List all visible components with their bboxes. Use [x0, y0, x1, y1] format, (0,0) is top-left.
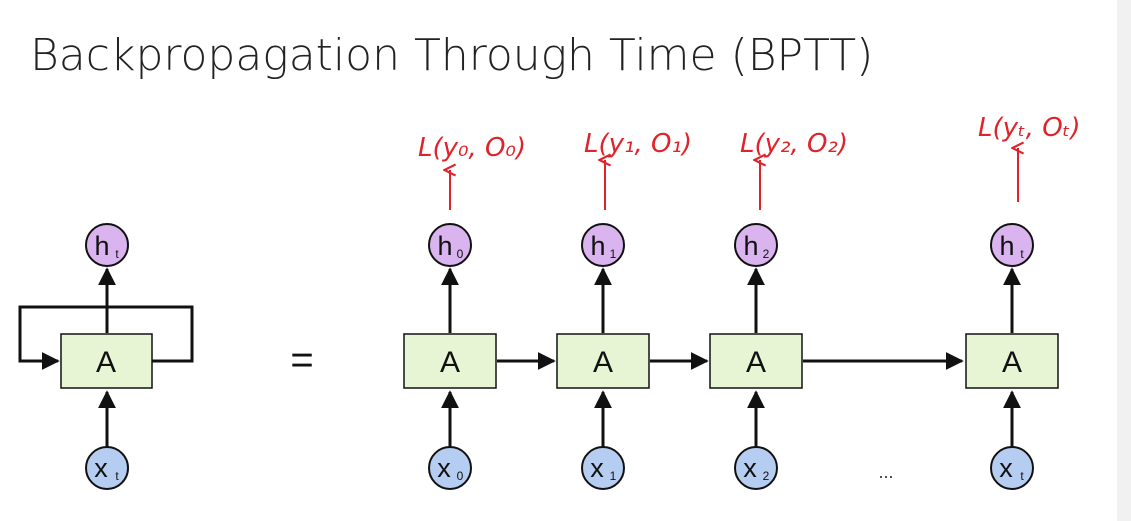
input-label-t: x [999, 453, 1013, 483]
cell-box-t [965, 333, 1059, 389]
equals-sign: = [290, 338, 313, 382]
step-0: A h 0 x 0 L(y₀, O₀) [403, 133, 526, 490]
step-1: A h 1 x 1 L(y₁, O₁) [556, 129, 692, 490]
hidden-label-1: h [590, 231, 605, 261]
scroll-strip [1117, 0, 1131, 521]
input-label-1: x [590, 453, 604, 483]
slide-title: Backpropagation Through Time (BPTT) [30, 30, 874, 81]
input-node-t [990, 446, 1034, 490]
hidden-sub-t: t [1020, 247, 1024, 261]
step-t: A h t x t L(yₜ, Oₜ) [965, 113, 1081, 490]
input-node-0 [428, 446, 472, 490]
cell-box-2 [709, 333, 803, 389]
loss-label-2: L(y₂, O₂) [740, 129, 848, 159]
unrolled-rnn: A h 0 x 0 L(y₀, O₀) A h 1 x 1 L(y₁, O₁) [403, 113, 1081, 490]
ellipsis: ... [878, 462, 893, 482]
hidden-node-0 [428, 223, 472, 267]
hidden-sub-1: 1 [610, 247, 617, 261]
cell-box-1 [556, 333, 650, 389]
input-node-2 [734, 446, 778, 490]
input-sub-t: t [1020, 469, 1024, 483]
hidden-sub-0: 0 [457, 247, 464, 261]
folded-input-label: x [94, 453, 108, 483]
loss-label-0: L(y₀, O₀) [418, 133, 526, 163]
hidden-label-t: h [999, 231, 1014, 261]
input-sub-2: 2 [763, 469, 770, 483]
folded-rnn: A h t x t [18, 223, 194, 490]
input-sub-0: 0 [457, 469, 464, 483]
input-sub-1: 1 [610, 469, 617, 483]
folded-hidden-sub: t [115, 247, 119, 261]
loss-label-t: L(yₜ, Oₜ) [978, 113, 1081, 143]
folded-hidden-node [85, 223, 129, 267]
hidden-sub-2: 2 [763, 247, 770, 261]
step-2: A h 2 x 2 L(y₂, O₂) [709, 129, 848, 490]
input-node-1 [581, 446, 625, 490]
input-label-0: x [437, 453, 451, 483]
cell-box-0 [403, 333, 497, 389]
hidden-node-1 [581, 223, 625, 267]
folded-input-sub: t [115, 469, 119, 483]
hidden-label-0: h [437, 231, 452, 261]
cell-label-1: A [593, 346, 613, 379]
cell-label-2: A [746, 346, 766, 379]
folded-cell-label: A [96, 346, 116, 379]
folded-hidden-label: h [94, 231, 109, 261]
loss-label-1: L(y₁, O₁) [584, 129, 692, 159]
cell-label-0: A [440, 346, 460, 379]
folded-cell-box [60, 333, 153, 389]
hidden-node-2 [734, 223, 778, 267]
hidden-label-2: h [743, 231, 758, 261]
input-label-2: x [743, 453, 757, 483]
cell-label-t: A [1002, 346, 1022, 379]
hidden-node-t [990, 223, 1034, 267]
folded-input-node [85, 446, 129, 490]
